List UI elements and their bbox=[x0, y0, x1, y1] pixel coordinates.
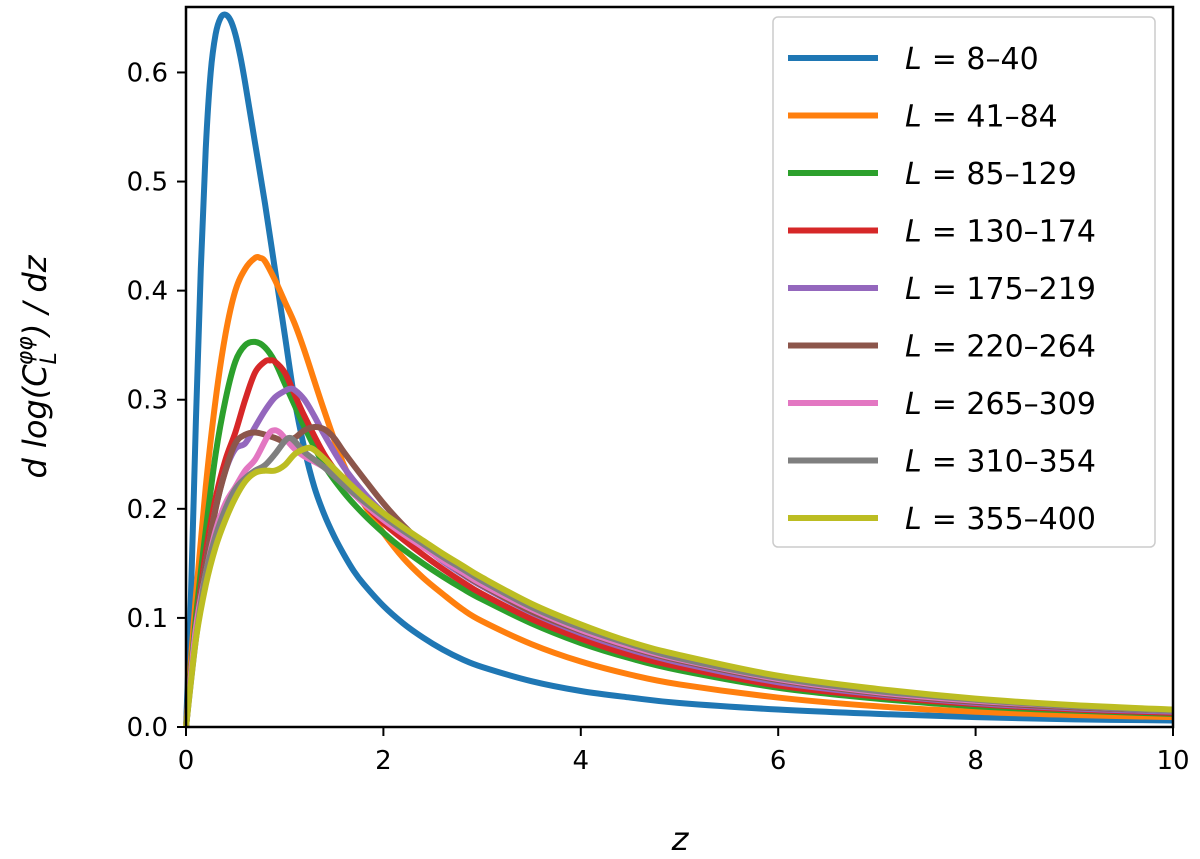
x-tick-label: 6 bbox=[770, 746, 787, 776]
legend-label-3: L = 130–174 bbox=[905, 215, 1096, 250]
legend-label-0: L = 8–40 bbox=[905, 42, 1039, 77]
y-tick-label: 0.2 bbox=[127, 495, 168, 525]
legend-frame bbox=[772, 16, 1156, 548]
series-line-8 bbox=[183, 444, 1174, 728]
legend-label-6: L = 265–309 bbox=[905, 387, 1096, 422]
y-tick-label: 0.4 bbox=[127, 277, 168, 307]
legend-label-4: L = 175–219 bbox=[905, 272, 1096, 307]
legend-label-5: L = 220–264 bbox=[905, 330, 1096, 365]
series-layer bbox=[183, 11, 1174, 728]
y-tick-label: 0.0 bbox=[127, 713, 168, 743]
x-tick-label: 8 bbox=[967, 746, 984, 776]
y-tick-label: 0.5 bbox=[127, 168, 168, 198]
legend: L = 8–40 L = 41–84 L = 85–129 L = 130–174 L = 175… bbox=[772, 16, 1156, 548]
legend-label-2: L = 85–129 bbox=[905, 157, 1077, 192]
x-axis-label: z bbox=[671, 820, 690, 858]
y-tick-label: 0.1 bbox=[127, 604, 168, 634]
legend-label-8: L = 355–400 bbox=[905, 502, 1096, 537]
x-axis-ticks: 0 2 4 6 8 10 bbox=[178, 727, 1190, 776]
x-tick-label: 4 bbox=[573, 746, 590, 776]
y-axis-label: d log(CLφφ) / dz bbox=[13, 254, 62, 478]
legend-label-7: L = 310–354 bbox=[905, 445, 1096, 480]
x-tick-label: 10 bbox=[1156, 746, 1189, 776]
x-tick-label: 2 bbox=[375, 746, 392, 776]
y-tick-label: 0.6 bbox=[127, 58, 168, 88]
y-tick-label: 0.3 bbox=[127, 386, 168, 416]
plot-area-frame bbox=[184, 5, 1175, 729]
series-line-0 bbox=[183, 11, 1174, 728]
y-axis-ticks: 0.0 0.1 0.2 0.3 0.4 0.5 0.6 bbox=[127, 58, 186, 743]
x-tick-label: 0 bbox=[178, 746, 195, 776]
legend-label-1: L = 41–84 bbox=[905, 100, 1058, 135]
